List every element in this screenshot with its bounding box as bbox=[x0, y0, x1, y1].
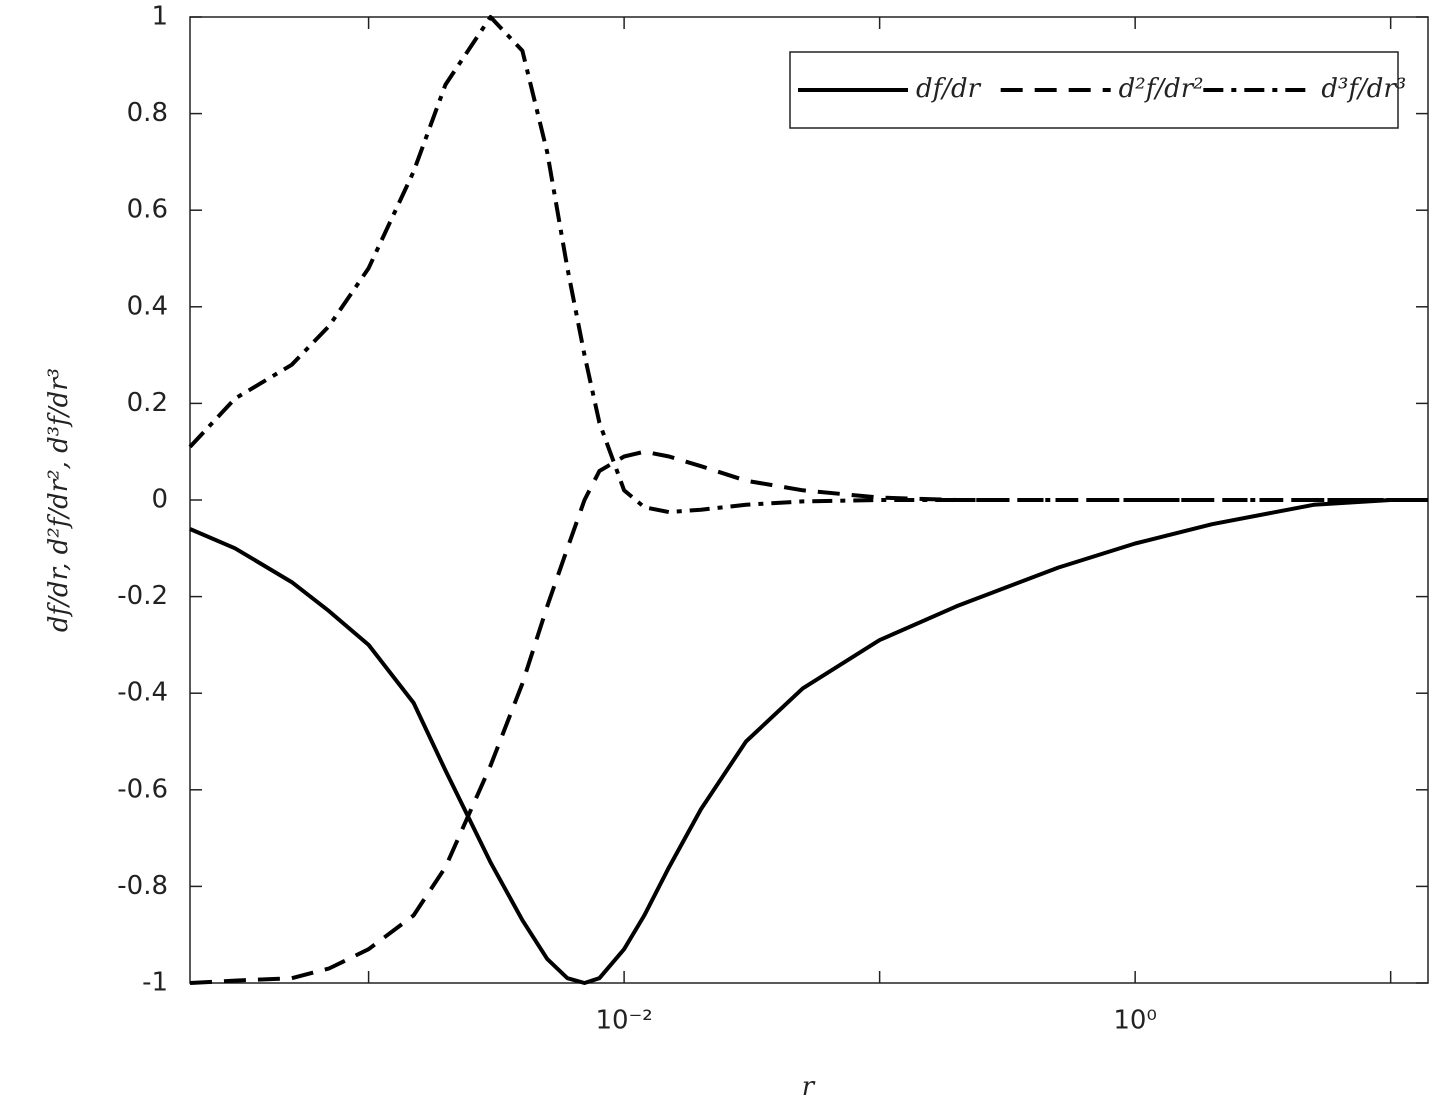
y-tick-label: -0.2 bbox=[117, 581, 168, 611]
legend-label: d³f/dr³ bbox=[1321, 74, 1406, 104]
y-axis-label: df/dr, d²f/dr², d³f/dr³ bbox=[44, 368, 74, 632]
y-tick-label: -0.4 bbox=[117, 678, 168, 708]
legend-label: df/dr bbox=[916, 74, 982, 104]
legend-label: d²f/dr² bbox=[1119, 74, 1204, 104]
y-tick-label: 0.8 bbox=[127, 98, 168, 128]
x-tick-label: 10⁰ bbox=[1113, 1006, 1157, 1036]
y-tick-label: -0.8 bbox=[117, 871, 168, 901]
series-line bbox=[188, 15, 1428, 515]
y-tick-label: -0.6 bbox=[117, 774, 168, 804]
y-tick-label: 0.4 bbox=[127, 291, 168, 321]
y-tick-label: -1 bbox=[142, 968, 168, 998]
y-tick-label: 0.2 bbox=[127, 388, 168, 418]
y-tick-label: 1 bbox=[151, 2, 168, 32]
y-tick-label: 0.6 bbox=[127, 195, 168, 225]
series-line bbox=[189, 449, 1428, 985]
y-tick-label: 0 bbox=[151, 485, 168, 515]
x-tick-label: 10⁻² bbox=[595, 1006, 652, 1036]
series-line bbox=[189, 498, 1428, 985]
x-axis-label: r bbox=[802, 1072, 816, 1102]
